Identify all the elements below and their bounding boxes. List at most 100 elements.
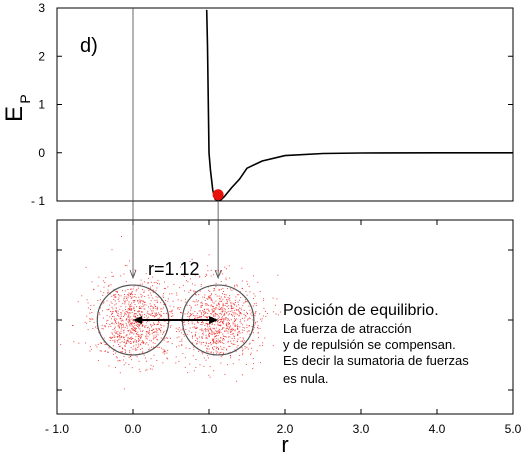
- particle-dot: [132, 300, 134, 302]
- particle-dot: [226, 302, 228, 304]
- particle-dot: [248, 286, 250, 287]
- particle-dot: [235, 309, 237, 311]
- particle-dot: [153, 329, 155, 330]
- particle-dot: [241, 347, 243, 349]
- particle-dot: [148, 328, 150, 330]
- particle-dot: [234, 312, 236, 314]
- particle-dot: [119, 318, 121, 320]
- particle-dot: [244, 301, 246, 303]
- particle-dot: [120, 305, 122, 307]
- particle-dot: [253, 297, 254, 299]
- particle-dot: [122, 326, 124, 328]
- particle-dot: [199, 275, 201, 277]
- particle-dot: [241, 309, 243, 311]
- particle-dot: [254, 323, 256, 325]
- particle-dot: [153, 316, 155, 318]
- particle-dot: [215, 282, 217, 284]
- particle-dot: [210, 304, 212, 306]
- particle-dot: [144, 314, 145, 316]
- particle-dot: [125, 343, 127, 345]
- particle-dot: [114, 304, 116, 306]
- particle-dot: [117, 313, 119, 314]
- particle-dot: [141, 321, 143, 323]
- particle-dot: [133, 301, 135, 303]
- particle-dot: [232, 333, 234, 335]
- particle-dot: [222, 298, 224, 300]
- particle-dot: [172, 315, 174, 317]
- particle-dot: [178, 336, 180, 338]
- particle-dot: [248, 325, 250, 327]
- particle-dot: [128, 301, 130, 303]
- particle-dot: [98, 332, 100, 334]
- particle-dot: [115, 320, 116, 322]
- particle-dot: [112, 308, 114, 310]
- particle-dot: [84, 321, 86, 323]
- particle-dot: [222, 321, 224, 323]
- particle-dot: [264, 337, 266, 339]
- particle-dot: [160, 347, 162, 349]
- particle-dot: [133, 323, 135, 324]
- particle-dot: [134, 316, 136, 318]
- particle-dot: [117, 336, 119, 338]
- particle-dot: [139, 339, 141, 341]
- particle-dot: [141, 342, 143, 343]
- particle-dot: [134, 347, 136, 349]
- particle-dot: [210, 333, 212, 335]
- particle-dot: [116, 310, 117, 312]
- particle-dot: [215, 321, 217, 323]
- particle-dot: [204, 311, 206, 313]
- particle-dot: [218, 340, 220, 342]
- particle-dot: [132, 329, 134, 331]
- particle-dot: [130, 331, 132, 333]
- particle-dot: [77, 301, 79, 303]
- particle-dot: [140, 336, 142, 338]
- particle-dot: [86, 322, 88, 324]
- particle-dot: [155, 314, 157, 316]
- particle-dot: [230, 305, 232, 307]
- particle-dot: [236, 309, 238, 311]
- particle-dot: [205, 342, 207, 344]
- particle-dot: [219, 332, 220, 334]
- particle-dot: [225, 330, 227, 332]
- particle-dot: [209, 376, 211, 378]
- particle-dot: [189, 363, 191, 365]
- particle-dot: [196, 301, 198, 303]
- particle-dot: [175, 327, 177, 329]
- particle-dot: [89, 312, 91, 314]
- particle-dot: [100, 299, 101, 301]
- particle-dot: [206, 317, 208, 319]
- particle-dot: [230, 302, 232, 304]
- particle-dot: [223, 312, 225, 314]
- particle-dot: [218, 316, 220, 318]
- particle-dot: [184, 298, 186, 300]
- particle-dot: [222, 307, 224, 309]
- particle-dot: [104, 325, 106, 327]
- particle-dot: [111, 271, 113, 273]
- particle-dot: [206, 317, 208, 319]
- particle-dot: [256, 321, 258, 323]
- particle-dot: [250, 313, 252, 315]
- particle-dot: [153, 323, 155, 325]
- particle-dot: [186, 304, 188, 306]
- particle-dot: [199, 276, 201, 278]
- particle-dot: [138, 310, 140, 312]
- particle-dot: [213, 352, 214, 354]
- particle-dot: [135, 290, 137, 292]
- particle-dot: [205, 304, 207, 306]
- particle-dot: [221, 309, 223, 311]
- particle-dot: [222, 304, 224, 306]
- particle-dot: [143, 281, 145, 283]
- particle-dot: [130, 294, 131, 295]
- particle-dot: [201, 303, 203, 305]
- particle-dot: [199, 364, 201, 366]
- particle-dot: [143, 305, 145, 307]
- particle-dot: [124, 314, 125, 316]
- particle-dot: [139, 313, 141, 315]
- particle-dot: [160, 316, 162, 318]
- particle-dot: [143, 316, 145, 318]
- particle-dot: [160, 329, 161, 331]
- particle-dot: [123, 364, 125, 366]
- particle-dot: [140, 307, 142, 309]
- particle-dot: [147, 331, 149, 333]
- particle-dot: [204, 328, 206, 330]
